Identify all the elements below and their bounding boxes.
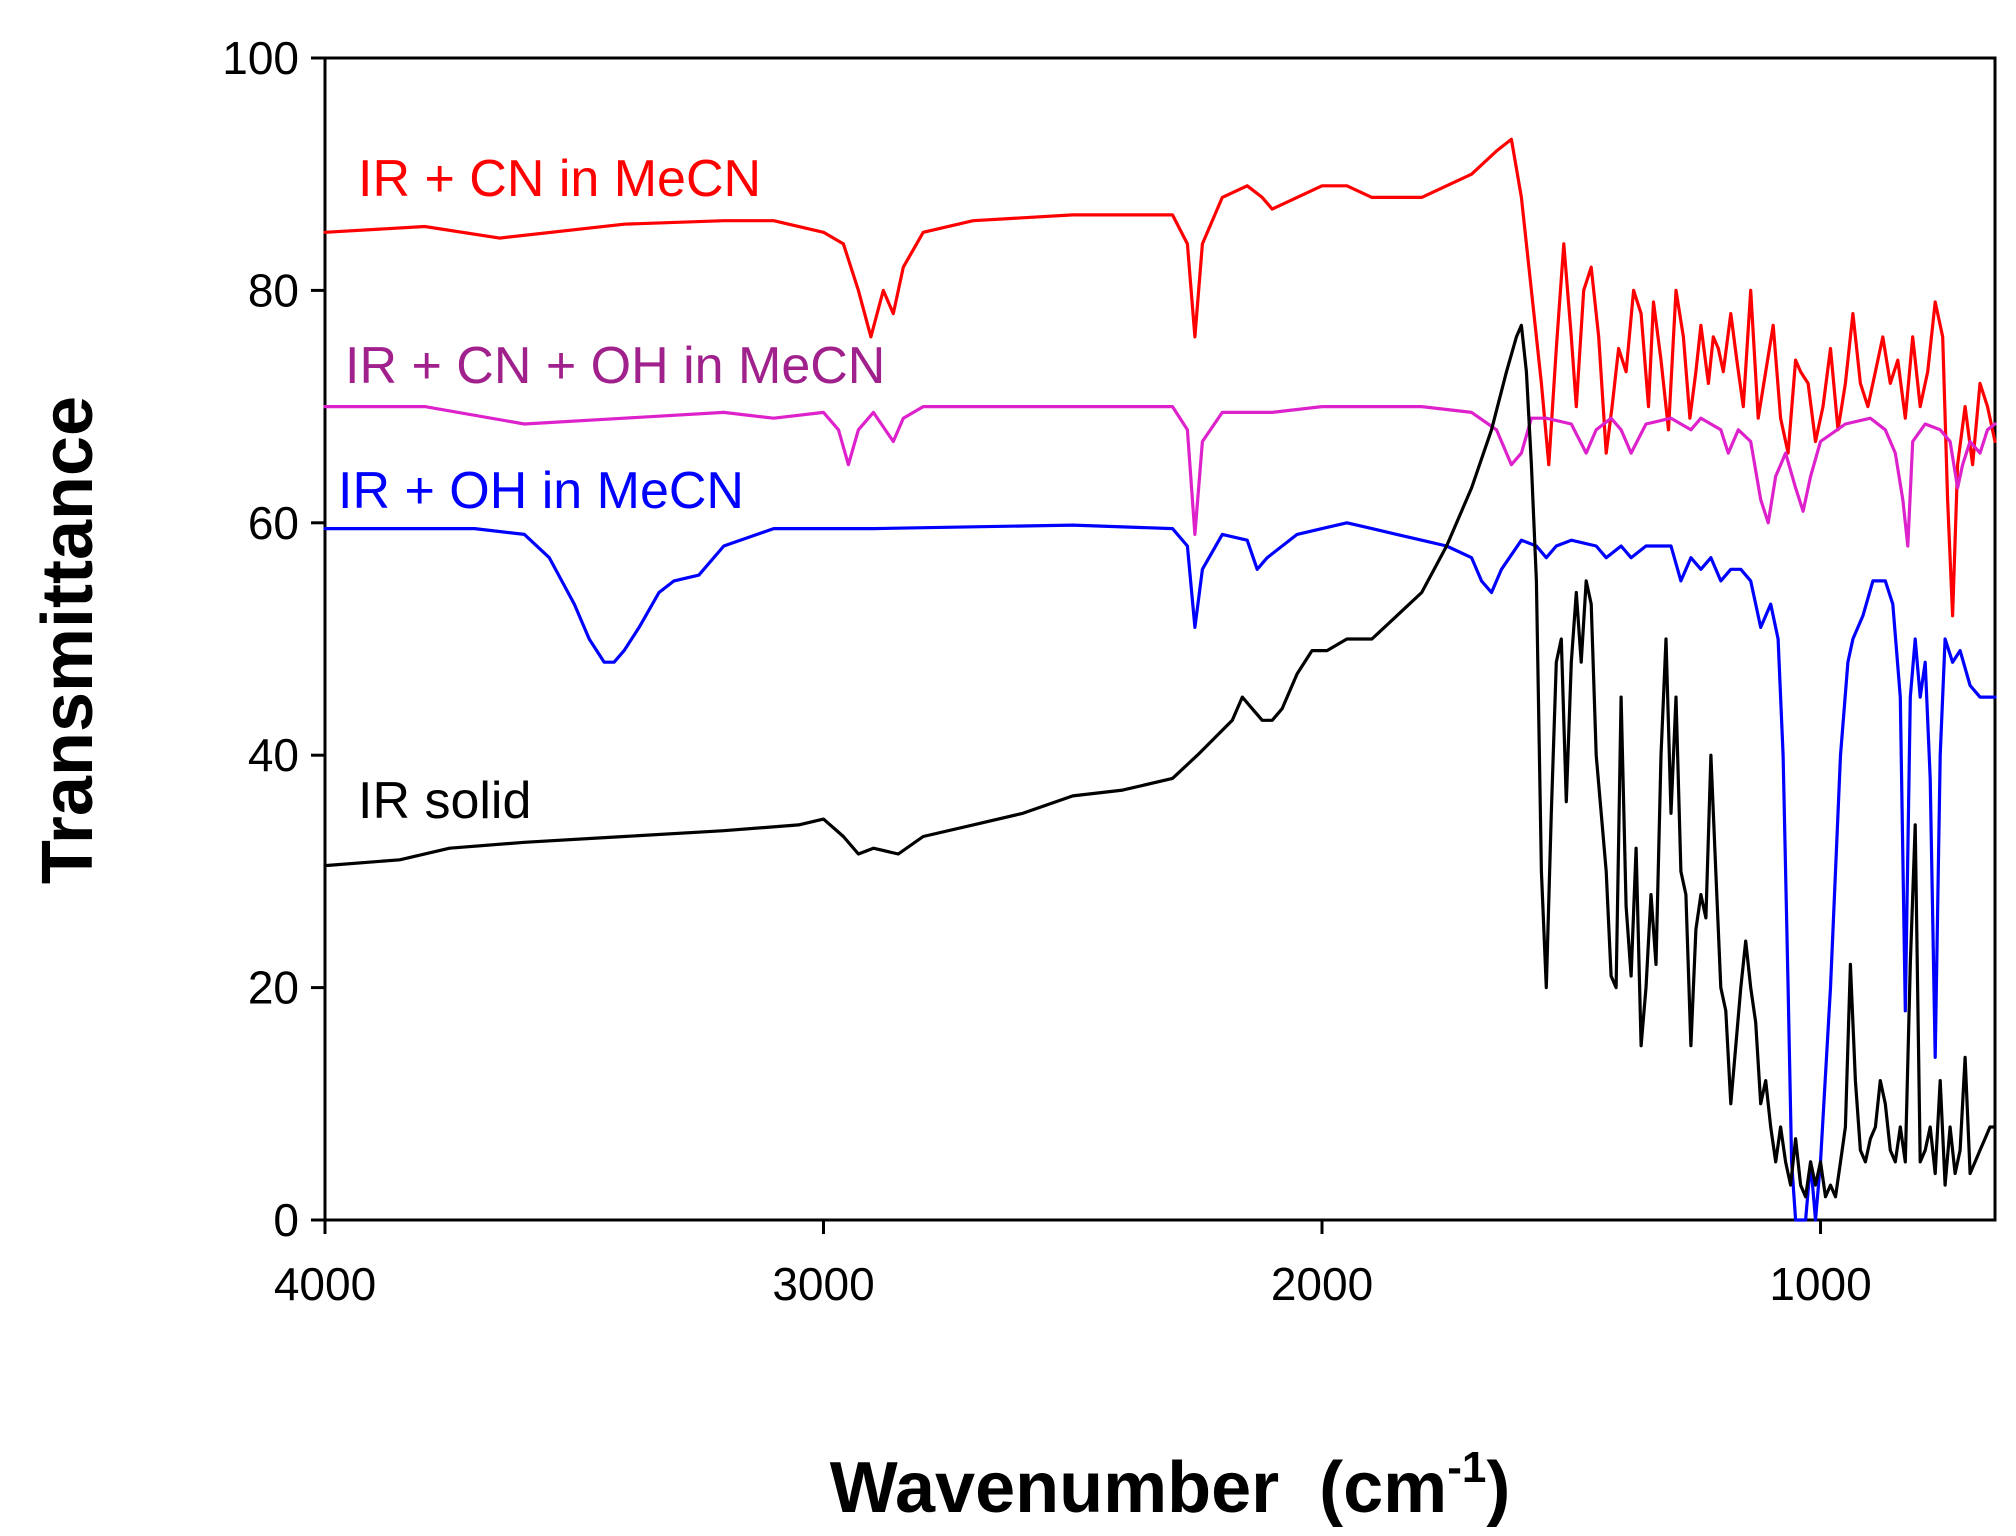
x-tick-label: 4000 <box>274 1258 376 1310</box>
x-tick-label: 3000 <box>772 1258 874 1310</box>
series-line-ir-cn-oh <box>323 405 1997 548</box>
x-tick-label: 2000 <box>1271 1258 1373 1310</box>
y-tick-label: 100 <box>222 32 299 84</box>
series-label-cn-oh: IR + CN + OH in MeCN <box>345 337 885 395</box>
series-line-ir-solid <box>323 323 1997 1199</box>
x-axis: 4000 3000 2000 1000 <box>274 1220 1872 1310</box>
y-axis-title: Transmittance <box>28 396 108 884</box>
y-axis: 0 20 40 60 80 100 <box>222 32 325 1246</box>
x-axis-title: Wavenumber (cm-1) <box>830 1443 1511 1528</box>
series-label-oh: IR + OH in MeCN <box>338 462 744 520</box>
series-labels: IR + CN in MeCN IR + CN + OH in MeCN IR … <box>338 150 885 830</box>
series-label-solid: IR solid <box>358 772 531 830</box>
y-tick-label: 0 <box>273 1194 299 1246</box>
y-tick-label: 60 <box>248 497 299 549</box>
y-tick-label: 80 <box>248 264 299 316</box>
x-tick-label: 1000 <box>1769 1258 1871 1310</box>
series-line-ir-cn <box>323 137 1997 618</box>
series-label-cn: IR + CN in MeCN <box>358 150 761 208</box>
series-group <box>323 137 1997 1222</box>
y-tick-label: 20 <box>248 962 299 1014</box>
plot-area-frame <box>323 56 1997 1222</box>
y-tick-label: 40 <box>248 729 299 781</box>
x-axis-title-exponent: -1 <box>1447 1443 1486 1492</box>
x-axis-title-unit: (cm <box>1319 1448 1447 1528</box>
x-axis-title-close: ) <box>1486 1448 1510 1528</box>
x-axis-title-main: Wavenumber <box>830 1448 1279 1528</box>
series-line-ir-oh <box>323 521 1997 1222</box>
